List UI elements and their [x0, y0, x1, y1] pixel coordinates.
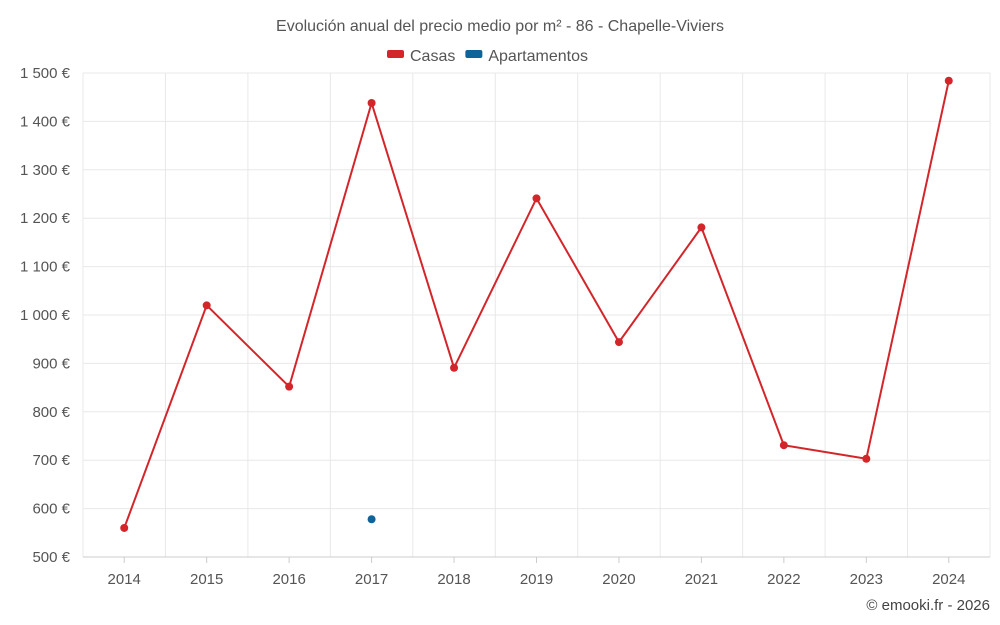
- data-point[interactable]: [614, 338, 623, 347]
- series-apartamentos: [367, 515, 376, 524]
- y-tick-label: 1 300 €: [20, 162, 71, 179]
- legend-label: Casas: [410, 48, 455, 65]
- data-point[interactable]: [532, 194, 541, 203]
- x-tick-label: 2017: [355, 571, 388, 588]
- legend-item-casas[interactable]: Casas: [387, 48, 455, 65]
- x-tick-label: 2024: [932, 571, 965, 588]
- x-tick-label: 2023: [850, 571, 883, 588]
- data-point[interactable]: [285, 382, 294, 391]
- data-point[interactable]: [944, 76, 953, 85]
- series-casas: [120, 76, 953, 532]
- y-tick-label: 1 400 €: [20, 113, 71, 130]
- grid-lines: [82, 72, 991, 558]
- x-tick-label: 2022: [767, 571, 800, 588]
- legend-swatch: [387, 50, 404, 58]
- x-tick-label: 2016: [272, 571, 305, 588]
- y-tick-label: 1 200 €: [20, 210, 71, 227]
- data-point[interactable]: [697, 223, 706, 232]
- y-tick-label: 1 100 €: [20, 259, 71, 276]
- x-tick-label: 2014: [108, 571, 141, 588]
- chart-legend[interactable]: Casas Apartamentos: [387, 48, 588, 65]
- legend-item-apartamentos[interactable]: Apartamentos: [465, 48, 588, 65]
- y-tick-label: 700 €: [32, 452, 70, 469]
- series-layer: [120, 76, 953, 532]
- legend-label: Apartamentos: [488, 48, 588, 65]
- credit-text: © emooki.fr - 2026: [866, 597, 990, 614]
- data-point[interactable]: [367, 515, 376, 524]
- x-tick-label: 2020: [602, 571, 635, 588]
- x-tick-label: 2018: [437, 571, 470, 588]
- x-tick-label: 2019: [520, 571, 553, 588]
- y-tick-label: 800 €: [32, 404, 70, 421]
- data-point[interactable]: [120, 523, 129, 532]
- data-point[interactable]: [779, 441, 788, 450]
- legend-swatch: [465, 50, 483, 58]
- y-tick-label: 1 000 €: [20, 307, 71, 324]
- axes: 500 € 600 € 700 € 800 € 900 € 1 000 € 1 100 € 1…: [20, 65, 990, 588]
- data-point[interactable]: [367, 99, 376, 108]
- data-point[interactable]: [202, 301, 211, 310]
- y-tick-label: 900 €: [32, 355, 70, 372]
- x-tick-label: 2021: [685, 571, 718, 588]
- data-point[interactable]: [450, 363, 459, 372]
- y-tick-label: 500 €: [32, 549, 70, 566]
- chart-title: Evolución anual del precio medio por m² …: [276, 18, 724, 35]
- data-point[interactable]: [862, 454, 871, 463]
- y-tick-label: 1 500 €: [20, 65, 71, 82]
- y-tick-label: 600 €: [32, 501, 70, 518]
- x-tick-label: 2015: [190, 571, 223, 588]
